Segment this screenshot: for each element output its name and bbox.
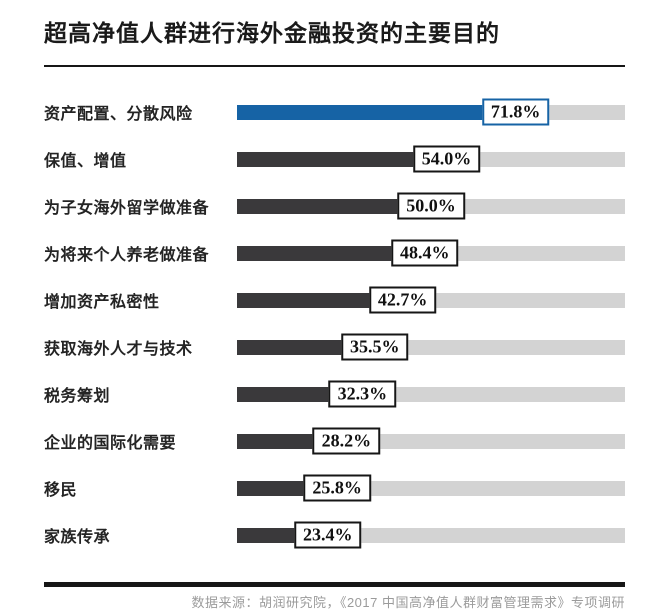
- bar-row: 家族传承 23.4%: [44, 512, 625, 559]
- category-label: 保值、增值: [44, 153, 127, 171]
- value-label: 32.3%: [328, 380, 397, 408]
- category-label: 移民: [44, 482, 78, 500]
- bar-row: 为子女海外留学做准备 50.0%: [44, 183, 625, 230]
- category-label: 资产配置、分散风险: [44, 106, 193, 124]
- category-label: 为子女海外留学做准备: [44, 200, 210, 218]
- bar-track: 50.0%: [237, 183, 625, 230]
- bar-chart: 资产配置、分散风险 71.8% 保值、增值 54.0% 为子女海外留学做准备 5…: [44, 89, 625, 559]
- value-label: 54.0%: [412, 145, 481, 173]
- bar-row: 增加资产私密性 42.7%: [44, 277, 625, 324]
- bar-track: 71.8%: [237, 89, 625, 136]
- bar-track: 28.2%: [237, 418, 625, 465]
- bar-fill: [237, 198, 431, 214]
- bar-row: 移民 25.8%: [44, 465, 625, 512]
- bar-row: 保值、增值 54.0%: [44, 136, 625, 183]
- bar-row: 税务筹划 32.3%: [44, 371, 625, 418]
- chart-title: 超高净值人群进行海外金融投资的主要目的: [44, 20, 500, 46]
- bar-fill: [237, 104, 516, 120]
- value-label: 42.7%: [368, 286, 437, 314]
- bar-fill: [237, 151, 447, 167]
- bar-fill: [237, 292, 403, 308]
- title-divider: [44, 64, 625, 67]
- bar-row: 为将来个人养老做准备 48.4%: [44, 230, 625, 277]
- value-label: 71.8%: [481, 98, 550, 126]
- category-label: 为将来个人养老做准备: [44, 247, 210, 265]
- bar-row: 资产配置、分散风险 71.8%: [44, 89, 625, 136]
- bar-row: 企业的国际化需要 28.2%: [44, 418, 625, 465]
- value-label: 35.5%: [340, 333, 409, 361]
- bar-fill: [237, 245, 425, 261]
- category-label: 企业的国际化需要: [44, 435, 177, 453]
- value-label: 25.8%: [303, 474, 371, 502]
- bar-track: 48.4%: [237, 230, 625, 277]
- bar-track: 25.8%: [237, 465, 625, 512]
- category-label: 税务筹划: [44, 388, 111, 406]
- value-label: 28.2%: [312, 427, 381, 455]
- value-label: 50.0%: [397, 192, 465, 220]
- bar-track: 23.4%: [237, 512, 625, 559]
- category-label: 获取海外人才与技术: [44, 341, 193, 359]
- bar-track: 35.5%: [237, 324, 625, 371]
- bar-track: 54.0%: [237, 136, 625, 183]
- bar-row: 获取海外人才与技术 35.5%: [44, 324, 625, 371]
- source-note: 数据来源：胡润研究院，《2017 中国高净值人群财富管理需求》专项调研: [191, 594, 625, 610]
- bar-track: 42.7%: [237, 277, 625, 324]
- value-label: 23.4%: [294, 521, 362, 549]
- value-label: 48.4%: [391, 239, 459, 267]
- bar-fill: [237, 339, 375, 355]
- bar-track: 32.3%: [237, 371, 625, 418]
- footer-divider: [44, 581, 625, 587]
- category-label: 家族传承: [44, 529, 111, 547]
- category-label: 增加资产私密性: [44, 294, 160, 312]
